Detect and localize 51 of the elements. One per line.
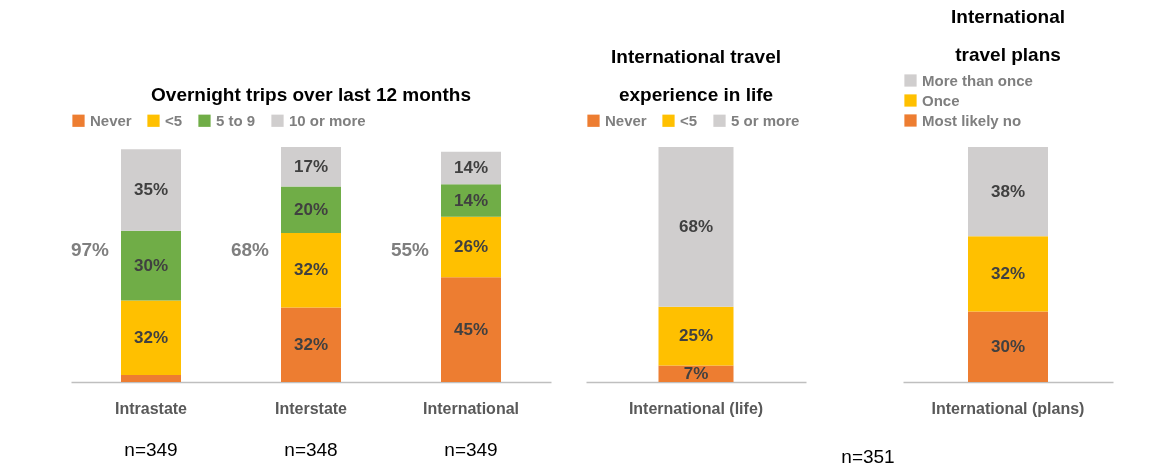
data-label: 7%: [683, 363, 709, 383]
bar: [121, 375, 181, 382]
data-label: 38%: [990, 181, 1026, 201]
x-tick-label: International: [422, 399, 520, 417]
text: n=351: [841, 446, 895, 464]
legend-label: <5: [680, 111, 698, 129]
x-tick-label: International (plans): [931, 399, 1085, 417]
bar: [441, 216, 501, 278]
annotation: 68%: [230, 239, 270, 261]
data-label: 35%: [133, 180, 169, 200]
text: n=349: [444, 439, 498, 460]
data-label: 30%: [133, 255, 169, 275]
x-tick-label: International (life): [628, 399, 764, 417]
data-label: 30%: [990, 336, 1026, 356]
data-label: 32%: [293, 260, 329, 280]
data-label: 14%: [453, 157, 489, 177]
legend-label: Never: [90, 111, 132, 129]
x-tick-label: Intrastate: [114, 399, 188, 417]
legend-label: <5: [165, 111, 183, 129]
bar: [121, 300, 181, 376]
data-label: 32%: [293, 334, 329, 354]
legend-label: More than once: [922, 71, 1033, 89]
legend-label: Once: [922, 91, 960, 109]
annotation: 97%: [70, 239, 110, 261]
bar: [121, 149, 181, 231]
bar: [281, 307, 341, 382]
data-label: 68%: [678, 216, 714, 236]
legend-label: 5 to 9: [216, 111, 256, 129]
legend-label: 5 or more: [731, 111, 800, 129]
legend-label: 10 or more: [289, 111, 366, 129]
chart-title: Overnight trips over last 12 months: [151, 84, 471, 105]
data-label: 17%: [293, 156, 329, 176]
text: n=348: [284, 439, 338, 460]
bar: [121, 230, 181, 301]
data-label: 20%: [293, 199, 329, 219]
data-label: 14%: [453, 190, 489, 210]
x-tick-label: Interstate: [274, 399, 348, 417]
annotation: 55%: [390, 239, 430, 261]
bar: [281, 233, 341, 308]
data-label: 32%: [990, 263, 1026, 283]
legend-label: Most likely no: [922, 111, 1022, 129]
legend-label: Never: [605, 111, 647, 129]
bar: [281, 147, 341, 187]
bar: [441, 277, 501, 382]
data-label: 25%: [678, 326, 714, 346]
chart-title: International travel plans: [950, 6, 1066, 65]
data-label: 45%: [453, 319, 489, 339]
chart-title: International travel experience in life: [611, 46, 781, 105]
text: n=349: [124, 439, 178, 460]
data-label: 32%: [133, 327, 169, 347]
data-label: 26%: [453, 237, 489, 257]
